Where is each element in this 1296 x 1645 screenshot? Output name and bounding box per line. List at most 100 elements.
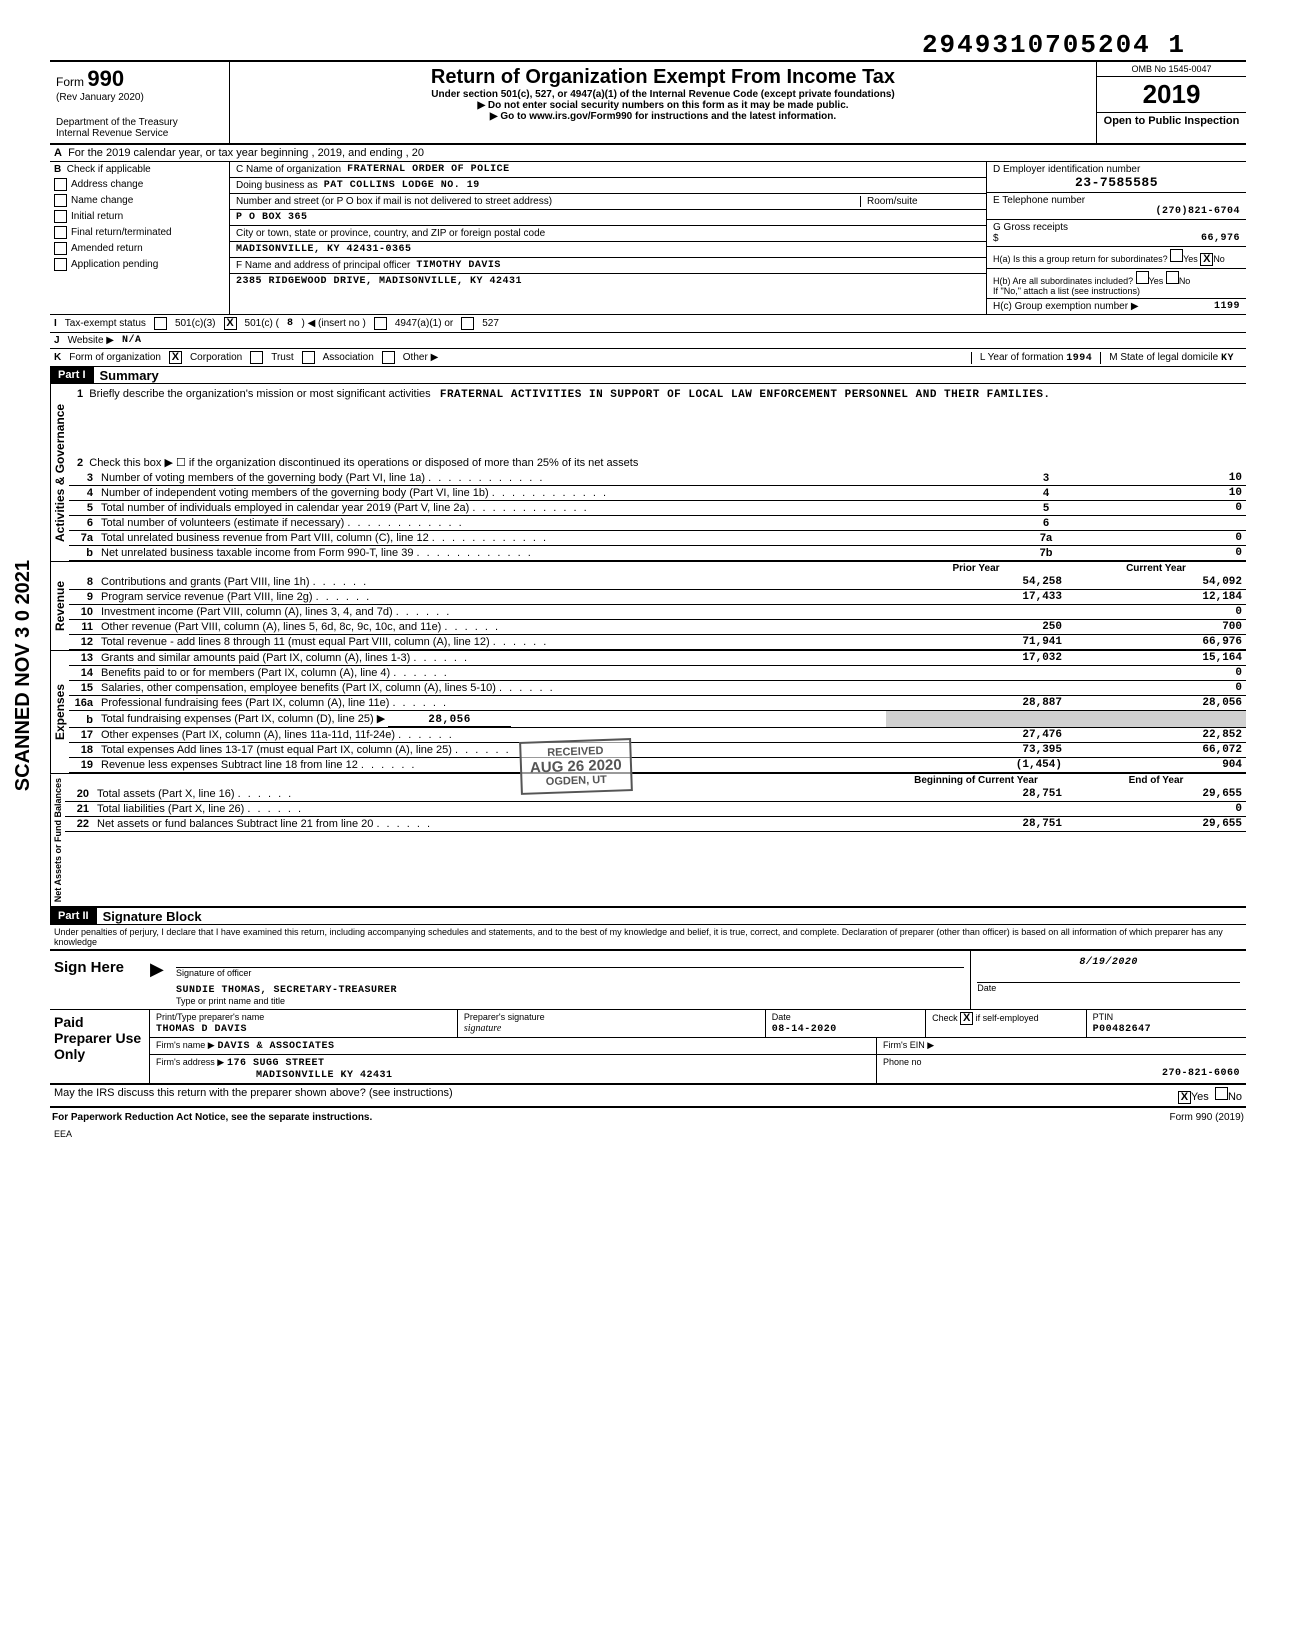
table-row: 7aTotal unrelated business revenue from … (69, 531, 1246, 546)
mission-block: 1 Briefly describe the organization's mi… (69, 384, 1246, 454)
firm-name: DAVIS & ASSOCIATES (217, 1041, 334, 1052)
website-row: JWebsite ▶N/A (50, 333, 1246, 349)
hdr-prior-year: Prior Year (886, 562, 1066, 575)
hdr-end-year: End of Year (1066, 774, 1246, 787)
chk-discuss-yes[interactable]: X (1178, 1091, 1191, 1104)
table-row: 9Program service revenue (Part VIII, lin… (69, 590, 1246, 605)
preparer-name: THOMAS D DAVIS (156, 1024, 247, 1035)
scanned-stamp: SCANNED NOV 3 0 2021 (12, 560, 35, 791)
form-title: Return of Organization Exempt From Incom… (236, 66, 1090, 89)
chk-app-pending[interactable] (54, 258, 67, 271)
sign-here-label: Sign Here (50, 951, 150, 1009)
chk-hb-yes[interactable] (1136, 271, 1149, 284)
part-1-header: Part I Summary (50, 367, 1246, 384)
street: P O BOX 365 (236, 212, 308, 223)
gross-receipts: 66,976 (1201, 233, 1240, 244)
subtitle-2: ▶ Do not enter social security numbers o… (236, 100, 1090, 111)
eea: EEA (50, 1127, 1246, 1141)
year-formation: 1994 (1066, 353, 1092, 364)
chk-trust[interactable] (250, 351, 263, 364)
table-row: 11Other revenue (Part VIII, column (A), … (69, 620, 1246, 635)
table-row: 16aProfessional fundraising fees (Part I… (69, 696, 1246, 711)
governance-table: 3Number of voting members of the governi… (69, 471, 1246, 561)
table-row: 19Revenue less expenses Subtract line 18… (69, 758, 1246, 773)
chk-hb-no[interactable] (1166, 271, 1179, 284)
table-row: 17Other expenses (Part IX, column (A), l… (69, 728, 1246, 743)
form-header: Form 990 (Rev January 2020) Department o… (50, 60, 1246, 145)
form-footer: Form 990 (2019) (1170, 1112, 1244, 1123)
chk-501c3[interactable] (154, 317, 167, 330)
discuss-row: May the IRS discuss this return with the… (50, 1085, 1246, 1107)
perjury-statement: Under penalties of perjury, I declare th… (50, 925, 1246, 949)
table-row: 21Total liabilities (Part X, line 26) . … (65, 802, 1246, 817)
chk-initial-return[interactable] (54, 210, 67, 223)
website-val: N/A (122, 335, 142, 346)
chk-corp[interactable]: X (169, 351, 182, 364)
table-row: 4Number of independent voting members of… (69, 486, 1246, 501)
sign-date: 8/19/2020 (977, 957, 1240, 968)
table-row: 12Total revenue - add lines 8 through 11… (69, 635, 1246, 650)
revenue-table: Prior Year Current Year 8Contributions a… (69, 562, 1246, 650)
chk-amended[interactable] (54, 242, 67, 255)
officer-name-typed: SUNDIE THOMAS, SECRETARY-TREASURER (176, 985, 964, 996)
table-row: 13Grants and similar amounts paid (Part … (69, 651, 1246, 666)
part-2-header: Part II Signature Block (50, 908, 1246, 925)
chk-ha-no[interactable]: X (1200, 253, 1213, 266)
state-domicile: KY (1221, 353, 1234, 364)
table-row: 3Number of voting members of the governi… (69, 471, 1246, 486)
dept-treasury: Department of the Treasury (56, 117, 223, 128)
hdr-current-year: Current Year (1066, 562, 1246, 575)
table-row: 10Investment income (Part VIII, column (… (69, 605, 1246, 620)
chk-4947[interactable] (374, 317, 387, 330)
dba: PAT COLLINS LODGE NO. 19 (324, 180, 480, 191)
table-row: 6Total number of volunteers (estimate if… (69, 516, 1246, 531)
ein: 23-7585585 (993, 175, 1240, 190)
chk-final-return[interactable] (54, 226, 67, 239)
block-b: B Check if applicable Address change Nam… (50, 162, 230, 314)
table-row: 14Benefits paid to or for members (Part … (69, 666, 1246, 681)
firm-addr2: MADISONVILLE KY 42431 (256, 1070, 393, 1081)
chk-discuss-no[interactable] (1215, 1087, 1228, 1100)
subtitle-3: ▶ Go to www.irs.gov/Form990 for instruct… (236, 111, 1090, 122)
signature-block: Sign Here ▶ Signature of officer SUNDIE … (50, 949, 1246, 1010)
chk-address-change[interactable] (54, 178, 67, 191)
line-2: Check this box ▶ ☐ if the organization d… (89, 457, 638, 469)
ptin: P00482647 (1093, 1024, 1152, 1035)
chk-assoc[interactable] (302, 351, 315, 364)
expenses-table: 13Grants and similar amounts paid (Part … (69, 651, 1246, 773)
city: MADISONVILLE, KY 42431-0365 (236, 244, 412, 255)
tax-year: 2019 (1097, 77, 1246, 113)
side-label-expenses: Expenses (50, 651, 69, 773)
mission-text: FRATERNAL ACTIVITIES IN SUPPORT OF LOCAL… (440, 389, 1051, 401)
paid-preparer-block: Paid Preparer Use Only Print/Type prepar… (50, 1010, 1246, 1085)
block-d: D Employer identification number23-75855… (986, 162, 1246, 314)
chk-other[interactable] (382, 351, 395, 364)
table-row: 20Total assets (Part X, line 16) . . . .… (65, 787, 1246, 802)
chk-self-employed[interactable]: X (960, 1012, 973, 1025)
omb-number: OMB No 1545-0047 (1097, 62, 1246, 77)
chk-name-change[interactable] (54, 194, 67, 207)
tax-exempt-status-row: ITax-exempt status 501(c)(3) X501(c) ( 8… (50, 315, 1246, 333)
table-row: 22Net assets or fund balances Subtract l… (65, 817, 1246, 832)
net-assets-table: Beginning of Current Year End of Year 20… (65, 774, 1246, 832)
org-name: FRATERNAL ORDER OF POLICE (347, 164, 510, 175)
chk-527[interactable] (461, 317, 474, 330)
chk-ha-yes[interactable] (1170, 249, 1183, 262)
open-to-public: Open to Public Inspection (1097, 113, 1246, 129)
side-label-governance: Activities & Governance (50, 384, 69, 561)
form-rev: (Rev January 2020) (56, 92, 223, 103)
form-number: Form 990 (56, 66, 223, 92)
firm-addr1: 176 SUGG STREET (227, 1058, 325, 1069)
table-row: 8Contributions and grants (Part VIII, li… (69, 575, 1246, 590)
calendar-year-line: A For the 2019 calendar year, or tax yea… (50, 145, 1246, 162)
received-stamp: RECEIVED AUG 26 2020 OGDEN, UT (519, 738, 633, 795)
table-row: bNet unrelated business taxable income f… (69, 546, 1246, 561)
officer-addr: 2385 RIDGEWOOD DRIVE, MADISONVILLE, KY 4… (236, 276, 522, 287)
group-exemption: 1199 (1214, 301, 1240, 312)
form-of-org-row: KForm of organization XCorporation Trust… (50, 349, 1246, 367)
dln-number: 2949310705204 1 (50, 30, 1246, 60)
subtitle-1: Under section 501(c), 527, or 4947(a)(1)… (236, 89, 1090, 100)
officer-name: TIMOTHY DAVIS (416, 260, 501, 271)
chk-501c[interactable]: X (224, 317, 237, 330)
table-row: bTotal fundraising expenses (Part IX, co… (69, 711, 1246, 728)
